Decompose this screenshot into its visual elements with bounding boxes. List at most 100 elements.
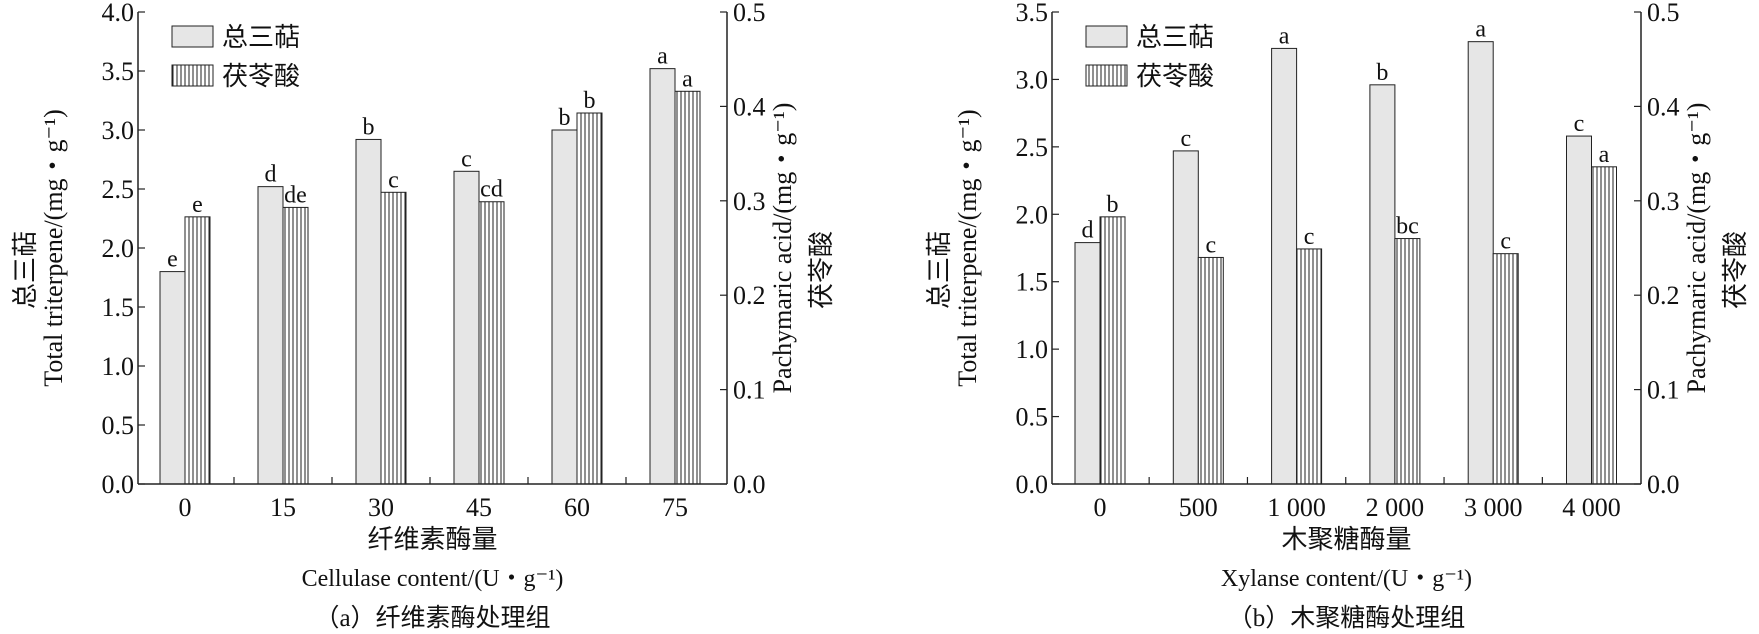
y-tick-label-left: 1.5 — [1016, 268, 1049, 297]
y-tick-label-left: 3.5 — [1016, 0, 1049, 27]
significance-label: c — [1574, 111, 1585, 137]
y-tick-label-right: 0.5 — [1647, 0, 1680, 27]
significance-label: de — [284, 182, 307, 208]
significance-label: c — [1304, 224, 1315, 250]
x-tick-label: 500 — [1179, 493, 1218, 522]
x-axis-title-en: Cellulase content/(U・g⁻¹) — [302, 566, 564, 592]
bar-pachymaric-acid — [1296, 248, 1323, 485]
legend-swatch — [171, 64, 214, 87]
bar-total-triterpene — [1369, 84, 1396, 485]
significance-label: b — [363, 114, 375, 140]
y-tick-label-left: 0.5 — [102, 411, 135, 440]
panel-caption: （a）纤维素酶处理组 — [314, 604, 550, 632]
bar-pachymaric-acid — [1099, 216, 1126, 485]
legend-label: 茯苓酸 — [1136, 62, 1214, 91]
y-tick-label-right: 0.0 — [1647, 470, 1680, 499]
x-tick-label: 15 — [270, 493, 296, 522]
y-tick-label-left: 2.5 — [1016, 133, 1049, 162]
legend-label: 总三萜 — [1136, 23, 1214, 52]
bar-pachymaric-acid — [282, 206, 309, 485]
significance-label: a — [1475, 17, 1486, 43]
y-tick-label-right: 0.2 — [1647, 281, 1680, 310]
bar-pachymaric-acid — [1591, 166, 1617, 485]
significance-label: a — [657, 44, 668, 70]
significance-label: c — [1205, 232, 1216, 258]
y-tick-label-left: 0.0 — [102, 470, 135, 499]
significance-label: c — [388, 167, 399, 193]
bar-total-triterpene — [1467, 41, 1494, 485]
significance-label: a — [1279, 23, 1290, 49]
legend-swatch — [1085, 64, 1128, 87]
significance-label: bc — [1396, 214, 1419, 240]
bar-total-triterpene — [257, 186, 284, 485]
y-tick-label-left: 1.5 — [102, 293, 135, 322]
significance-label: d — [1082, 218, 1094, 244]
panel-caption: （b）木聚糖酶处理组 — [1228, 604, 1466, 632]
y-axis-title-right-cn: 茯苓酸 — [807, 231, 836, 309]
x-tick-label: 3 000 — [1464, 493, 1523, 522]
y-tick-label-left: 2.5 — [102, 175, 135, 204]
significance-label: b — [1376, 60, 1388, 86]
significance-label: cd — [480, 177, 503, 203]
legend-label: 总三萜 — [222, 23, 300, 52]
x-tick-label: 2 000 — [1366, 493, 1425, 522]
bar-pachymaric-acid — [1492, 253, 1519, 485]
y-tick-label-right: 0.4 — [1647, 92, 1680, 121]
bar-pachymaric-acid — [478, 201, 505, 485]
y-axis-title-left-en: Total triterpene/(mg・g⁻¹) — [953, 109, 982, 386]
significance-label: e — [192, 192, 203, 218]
y-tick-label-right: 0.3 — [1647, 187, 1680, 216]
y-tick-label-left: 3.5 — [102, 57, 135, 86]
bar-pachymaric-acid — [576, 112, 603, 485]
bar-total-triterpene — [1172, 150, 1199, 485]
x-axis-title-en: Xylanse content/(U・g⁻¹) — [1221, 566, 1472, 592]
x-tick-label: 30 — [368, 493, 394, 522]
bar-total-triterpene — [1074, 242, 1101, 485]
significance-label: c — [461, 146, 472, 172]
y-tick-label-left: 2.0 — [1016, 200, 1049, 229]
bar-total-triterpene — [453, 170, 480, 485]
x-tick-label: 0 — [179, 493, 192, 522]
y-tick-label-right: 0.1 — [1647, 376, 1680, 405]
bar-pachymaric-acid — [184, 216, 211, 485]
bar-pachymaric-acid — [674, 90, 701, 485]
x-tick-label: 0 — [1094, 493, 1107, 522]
y-tick-label-left: 1.0 — [1016, 335, 1049, 364]
bar-total-triterpene — [1566, 135, 1592, 485]
y-tick-label-left: 0.5 — [1016, 403, 1049, 432]
significance-label: b — [584, 88, 596, 114]
y-tick-label-left: 2.0 — [102, 234, 135, 263]
x-tick-label: 45 — [466, 493, 492, 522]
x-axis-title-cn: 纤维素酶量 — [367, 525, 497, 554]
y-tick-label-right: 0.4 — [733, 92, 766, 121]
y-tick-label-right: 0.0 — [733, 470, 766, 499]
y-axis-title-left-cn: 总三萜 — [925, 231, 954, 309]
y-axis-title-left-cn: 总三萜 — [11, 231, 40, 309]
bar-total-triterpene — [355, 138, 382, 485]
y-tick-label-left: 0.0 — [1016, 470, 1049, 499]
y-tick-label-left: 3.0 — [1016, 65, 1049, 94]
bar-pachymaric-acid — [1197, 256, 1224, 485]
y-axis-title-right-en: Pachymaric acid/(mg・g⁻¹) — [1682, 103, 1711, 394]
significance-label: a — [1599, 142, 1610, 168]
y-tick-label-left: 3.0 — [102, 116, 135, 145]
x-axis-title-cn: 木聚糖酶量 — [1281, 525, 1411, 554]
bar-total-triterpene — [1271, 47, 1298, 485]
x-tick-label: 75 — [662, 493, 688, 522]
y-axis-title-right-en: Pachymaric acid/(mg・g⁻¹) — [768, 103, 797, 394]
y-axis-title-left-en: Total triterpene/(mg・g⁻¹) — [39, 109, 68, 386]
legend-swatch — [171, 25, 214, 48]
significance-label: b — [559, 105, 571, 131]
significance-label: a — [682, 66, 693, 92]
significance-label: c — [1180, 126, 1191, 152]
legend-label: 茯苓酸 — [222, 62, 300, 91]
x-tick-label: 1 000 — [1267, 493, 1326, 522]
y-tick-label-right: 0.1 — [733, 376, 766, 405]
significance-label: c — [1500, 229, 1511, 255]
bar-total-triterpene — [159, 271, 186, 485]
significance-label: e — [167, 247, 178, 273]
bar-pachymaric-acid — [380, 191, 407, 485]
significance-label: d — [265, 162, 277, 188]
x-tick-label: 60 — [564, 493, 590, 522]
